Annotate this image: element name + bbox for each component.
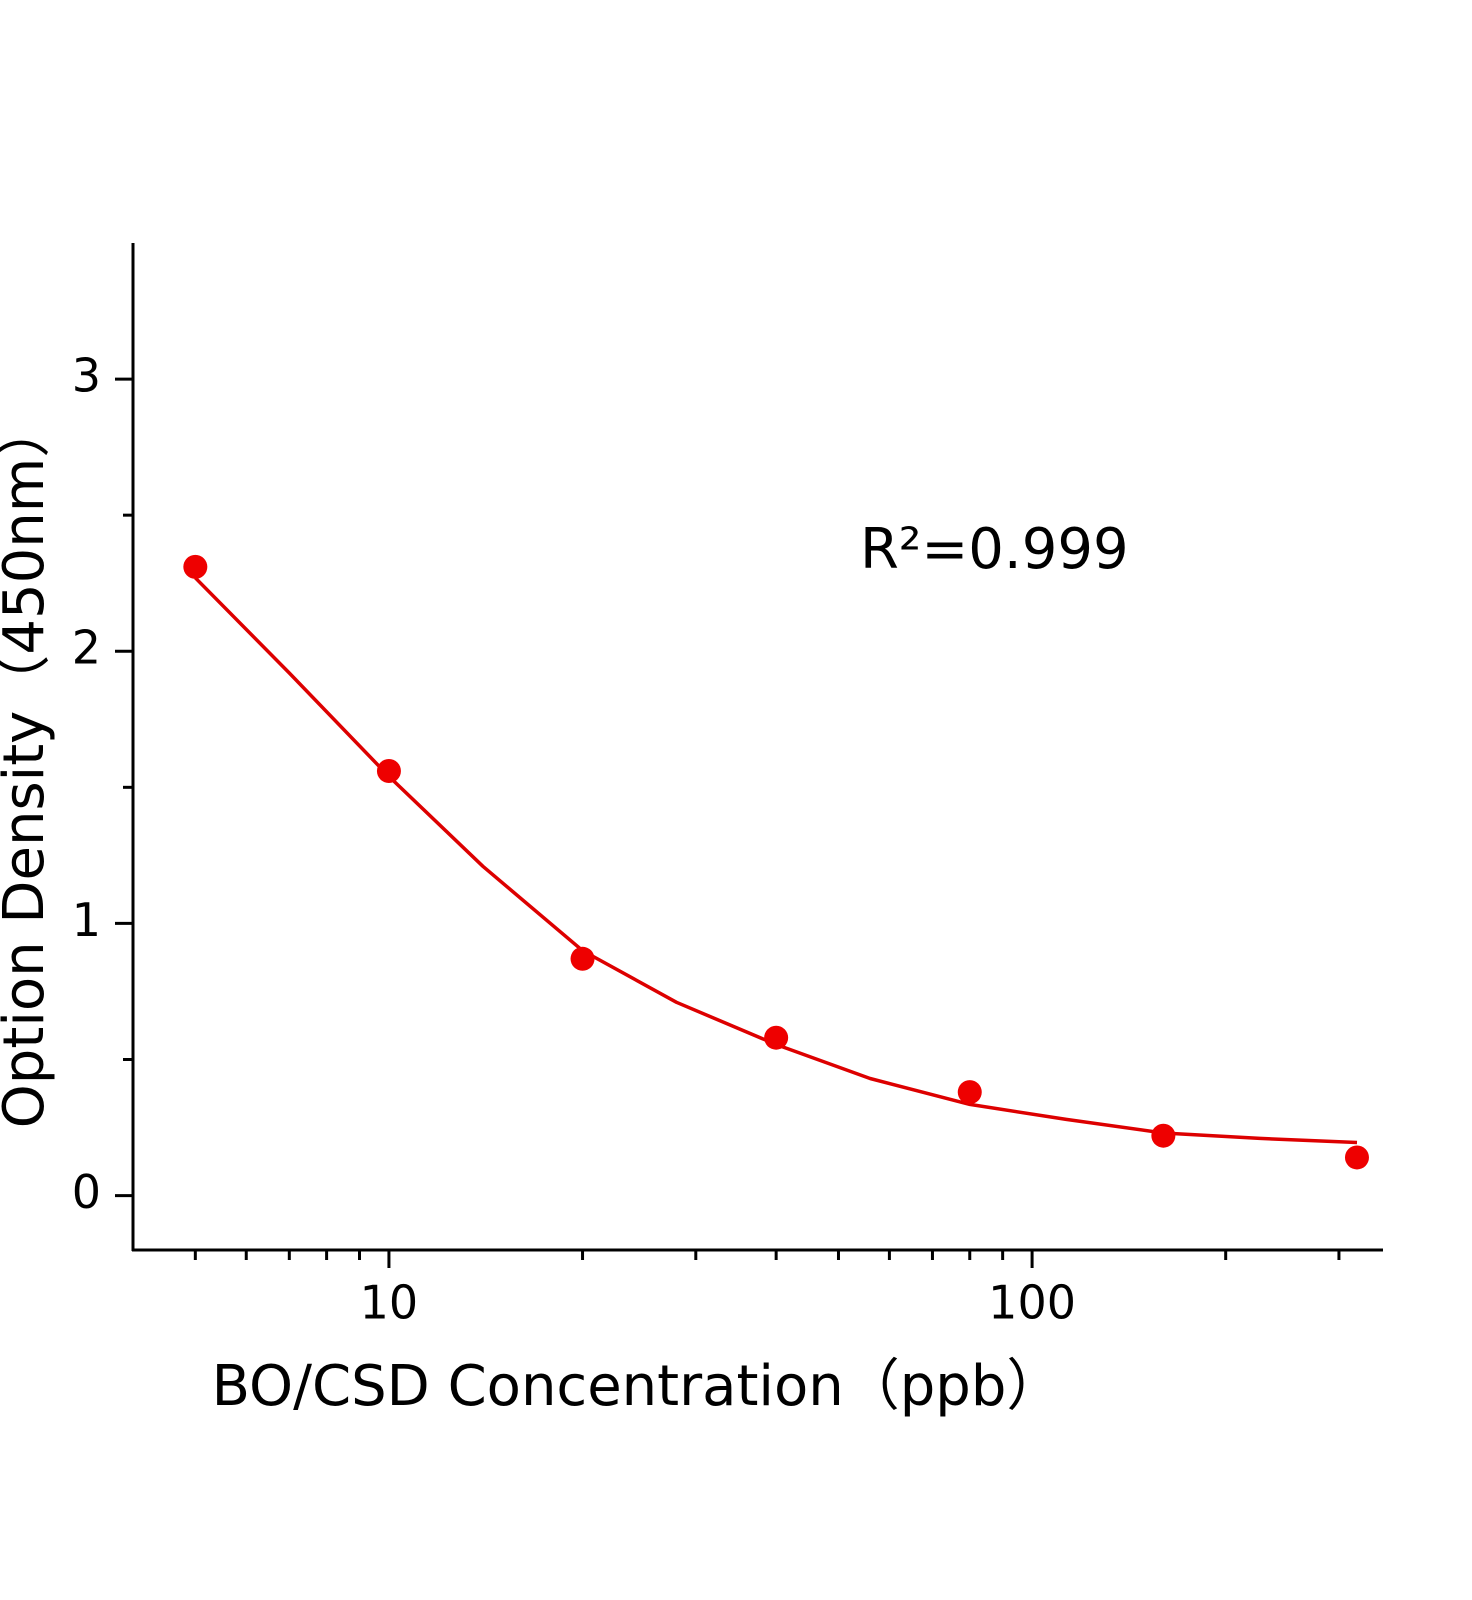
data-point bbox=[376, 758, 401, 783]
data-point bbox=[1344, 1145, 1369, 1170]
y-tick-label: 3 bbox=[72, 349, 101, 403]
data-point bbox=[764, 1025, 789, 1050]
y-tick-label: 0 bbox=[72, 1165, 101, 1219]
y-tick-label: 1 bbox=[72, 893, 101, 947]
data-point bbox=[1151, 1123, 1176, 1148]
data-point bbox=[570, 946, 595, 971]
data-point bbox=[183, 554, 208, 579]
y-axis-title: Option Density（450nm） bbox=[0, 402, 57, 1129]
annotation: R²=0.999 bbox=[860, 517, 1129, 582]
x-axis-title: BO/CSD Concentration（ppb） bbox=[212, 1354, 1063, 1419]
data-point bbox=[957, 1080, 982, 1105]
fit-curve bbox=[194, 576, 1358, 1145]
x-tick-label: 10 bbox=[360, 1276, 419, 1330]
y-tick-label: 2 bbox=[72, 621, 101, 675]
x-tick-label: 100 bbox=[988, 1276, 1076, 1330]
